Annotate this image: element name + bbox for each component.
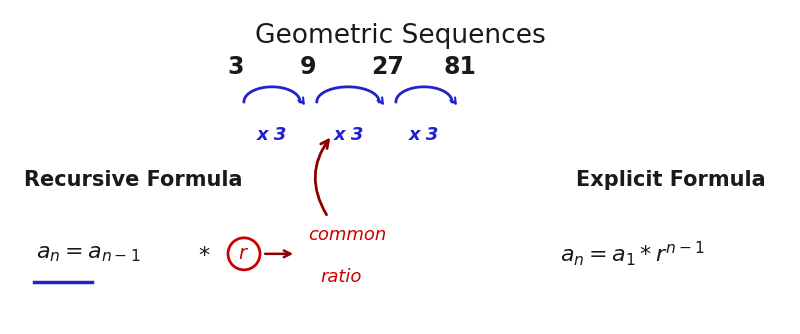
- Text: 81: 81: [443, 55, 477, 79]
- Text: Recursive Formula: Recursive Formula: [24, 170, 242, 190]
- Text: $r$: $r$: [238, 244, 250, 263]
- Text: 9: 9: [300, 55, 316, 79]
- Text: $a_n = a_{n-1}$: $a_n = a_{n-1}$: [36, 244, 141, 264]
- Text: 3: 3: [228, 55, 244, 79]
- Text: x 3: x 3: [257, 126, 287, 144]
- Text: Explicit Formula: Explicit Formula: [576, 170, 766, 190]
- Text: ratio: ratio: [320, 268, 362, 286]
- Text: Geometric Sequences: Geometric Sequences: [254, 23, 546, 49]
- Text: 27: 27: [371, 55, 405, 79]
- Text: $a_n = a_1 * r^{n-1}$: $a_n = a_1 * r^{n-1}$: [560, 239, 705, 268]
- Text: x 3: x 3: [334, 126, 364, 144]
- Text: $*$: $*$: [198, 244, 211, 264]
- Text: x 3: x 3: [409, 126, 439, 144]
- Text: common: common: [308, 226, 386, 244]
